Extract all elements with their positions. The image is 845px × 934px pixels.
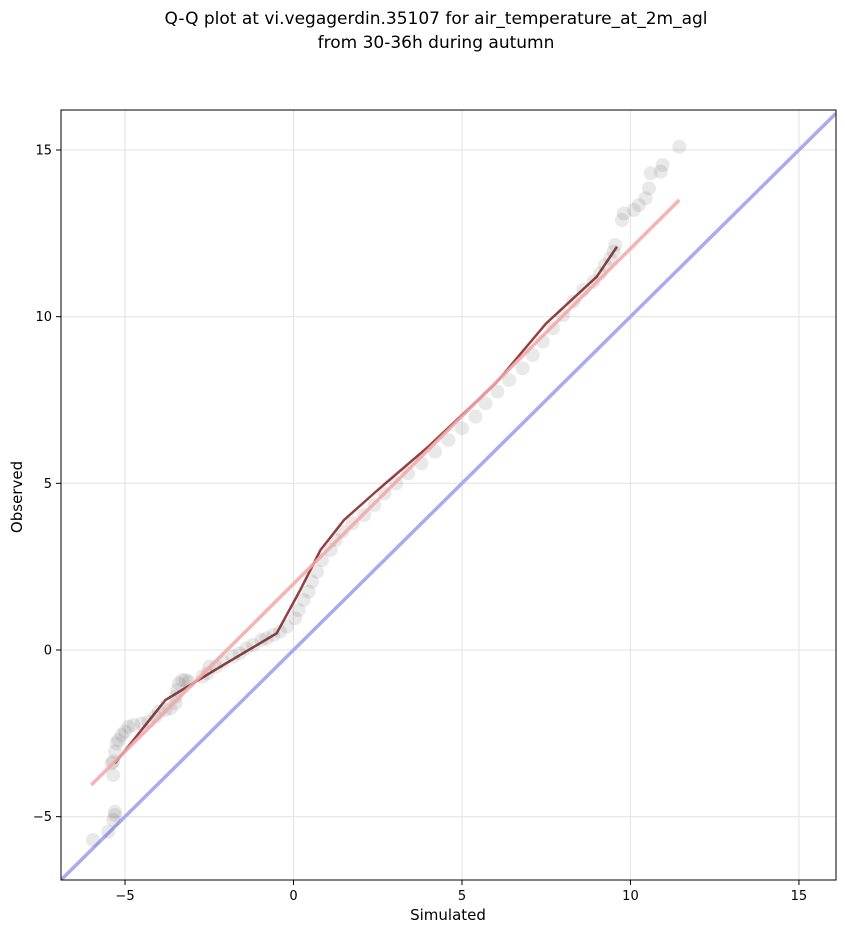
data-point-78 — [608, 238, 623, 252]
data-point-34 — [232, 646, 247, 661]
x-tick-label-4: 15 — [791, 889, 808, 904]
y-tick-label-0: −5 — [33, 810, 52, 825]
data-point-81 — [626, 203, 641, 217]
data-point-36 — [246, 638, 261, 652]
data-point-3 — [107, 808, 122, 822]
y-tick-label-4: 15 — [35, 144, 52, 159]
data-point-4 — [107, 804, 122, 819]
data-point-14 — [126, 718, 141, 732]
data-point-23 — [170, 683, 185, 697]
data-point-87 — [655, 158, 670, 172]
data-point-40 — [273, 624, 288, 639]
data-point-41 — [279, 619, 294, 634]
x-tick-label-3: 10 — [622, 889, 639, 904]
data-point-39 — [266, 628, 281, 642]
data-point-83 — [638, 191, 653, 206]
data-point-45 — [301, 584, 316, 599]
data-point-26 — [178, 673, 193, 687]
data-point-63 — [478, 396, 493, 411]
data-point-64 — [490, 384, 505, 399]
data-point-84 — [641, 181, 656, 196]
data-point-2 — [106, 813, 121, 827]
data-point-24 — [171, 676, 186, 691]
data-point-1 — [101, 824, 116, 839]
data-point-33 — [225, 649, 240, 664]
data-point-76 — [603, 251, 618, 266]
data-point-13 — [121, 719, 136, 734]
y-axis-label: Observed — [8, 461, 26, 533]
data-point-69 — [545, 321, 560, 336]
y-axis-ticks: −5 0 5 10 15 — [33, 144, 61, 825]
quantile-curve — [113, 245, 619, 765]
x-tick-label-0: −5 — [115, 889, 134, 904]
data-point-79 — [615, 213, 630, 227]
data-point-5 — [106, 768, 121, 782]
y-tick-label-1: 0 — [44, 644, 52, 659]
chart-title-line-2: from 30-36h during autumn — [318, 33, 555, 53]
identity-line — [61, 112, 836, 880]
data-point-29 — [200, 666, 215, 681]
data-point-46 — [305, 574, 320, 589]
data-point-62 — [468, 409, 483, 424]
y-tick-label-2: 5 — [44, 477, 52, 492]
data-point-71 — [566, 294, 581, 309]
data-point-9 — [109, 736, 124, 751]
data-point-82 — [631, 198, 646, 212]
data-point-88 — [672, 139, 687, 154]
data-point-11 — [114, 728, 129, 742]
x-axis-label: Simulated — [410, 906, 486, 924]
data-point-80 — [616, 206, 631, 221]
data-point-0 — [86, 833, 101, 847]
data-point-57 — [401, 466, 416, 481]
data-point-60 — [441, 433, 456, 447]
data-point-66 — [515, 361, 530, 376]
data-point-85 — [643, 166, 658, 181]
data-point-47 — [310, 564, 325, 579]
data-point-8 — [107, 744, 122, 759]
plot-frame — [60, 109, 837, 881]
x-tick-label-2: 5 — [458, 889, 466, 904]
data-point-65 — [502, 373, 517, 387]
data-point-49 — [323, 543, 338, 557]
data-point-37 — [254, 633, 269, 647]
data-point-43 — [291, 603, 306, 617]
data-point-15 — [134, 716, 149, 731]
x-tick-label-1: 0 — [289, 889, 297, 904]
data-point-42 — [288, 611, 303, 626]
data-point-77 — [606, 244, 621, 259]
data-point-51 — [335, 524, 350, 539]
data-point-44 — [296, 593, 311, 607]
data-point-86 — [653, 164, 668, 179]
data-point-25 — [175, 673, 190, 687]
data-point-35 — [239, 641, 254, 656]
y-tick-label-3: 10 — [35, 310, 52, 325]
data-point-12 — [118, 724, 133, 739]
chart-title-line-1: Q-Q plot at vi.vegagerdin.35107 for air_… — [164, 9, 707, 29]
data-point-10 — [111, 733, 126, 747]
grid — [61, 110, 836, 880]
data-point-61 — [454, 421, 469, 436]
regression-fit-line — [90, 198, 681, 787]
x-axis-ticks: −5 0 5 10 15 — [115, 880, 807, 904]
data-point-73 — [586, 274, 601, 289]
data-point-38 — [259, 631, 274, 646]
